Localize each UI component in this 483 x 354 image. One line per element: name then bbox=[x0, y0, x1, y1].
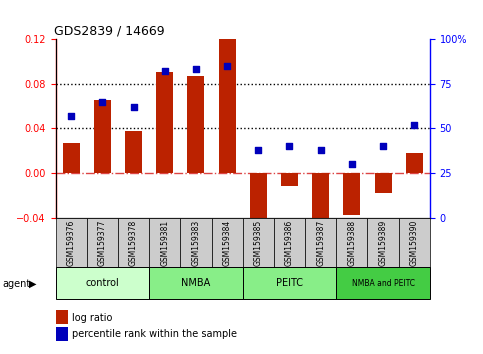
Bar bbox=[156, 73, 173, 173]
Text: agent: agent bbox=[2, 279, 30, 289]
Text: GSM159383: GSM159383 bbox=[191, 219, 200, 266]
Text: GSM159376: GSM159376 bbox=[67, 219, 76, 266]
Text: ▶: ▶ bbox=[29, 279, 37, 289]
Point bbox=[411, 122, 418, 127]
Bar bbox=[56, 218, 87, 267]
Text: GSM159386: GSM159386 bbox=[285, 219, 294, 266]
Bar bbox=[149, 218, 180, 267]
Bar bbox=[63, 143, 80, 173]
Bar bbox=[406, 153, 423, 173]
Bar bbox=[305, 218, 336, 267]
Bar bbox=[374, 173, 392, 193]
Text: percentile rank within the sample: percentile rank within the sample bbox=[72, 329, 238, 339]
Text: NMBA: NMBA bbox=[181, 278, 211, 288]
Text: PEITC: PEITC bbox=[276, 278, 303, 288]
Text: log ratio: log ratio bbox=[72, 313, 113, 322]
Text: GSM159389: GSM159389 bbox=[379, 219, 387, 266]
Bar bbox=[56, 310, 68, 324]
Bar bbox=[118, 218, 149, 267]
Point bbox=[129, 104, 137, 110]
Bar bbox=[336, 218, 368, 267]
Point bbox=[348, 161, 356, 167]
Text: GSM159378: GSM159378 bbox=[129, 219, 138, 266]
Bar bbox=[250, 173, 267, 227]
Text: GSM159381: GSM159381 bbox=[160, 219, 169, 266]
Text: NMBA and PEITC: NMBA and PEITC bbox=[352, 279, 414, 288]
Point bbox=[285, 143, 293, 149]
Bar bbox=[398, 218, 430, 267]
Point bbox=[192, 67, 200, 72]
Point bbox=[67, 113, 75, 119]
Bar bbox=[274, 218, 305, 267]
Point bbox=[379, 143, 387, 149]
Point bbox=[223, 63, 231, 69]
Bar bbox=[312, 173, 329, 223]
Text: GSM159387: GSM159387 bbox=[316, 219, 325, 266]
Bar bbox=[149, 267, 242, 299]
Text: GSM159390: GSM159390 bbox=[410, 219, 419, 266]
Text: GSM159388: GSM159388 bbox=[347, 219, 356, 266]
Point bbox=[317, 147, 325, 153]
Point bbox=[99, 99, 106, 104]
Bar bbox=[368, 218, 398, 267]
Bar bbox=[343, 173, 360, 216]
Bar bbox=[56, 327, 68, 341]
Text: GSM159377: GSM159377 bbox=[98, 219, 107, 266]
Bar bbox=[281, 173, 298, 187]
Bar bbox=[218, 38, 236, 173]
Bar bbox=[242, 267, 336, 299]
Text: GSM159384: GSM159384 bbox=[223, 219, 232, 266]
Bar bbox=[336, 267, 430, 299]
Bar bbox=[242, 218, 274, 267]
Bar bbox=[94, 101, 111, 173]
Bar bbox=[212, 218, 242, 267]
Bar bbox=[56, 267, 149, 299]
Bar bbox=[125, 131, 142, 173]
Point bbox=[255, 147, 262, 153]
Bar bbox=[87, 218, 118, 267]
Text: control: control bbox=[85, 278, 119, 288]
Text: GDS2839 / 14669: GDS2839 / 14669 bbox=[54, 25, 164, 38]
Point bbox=[161, 68, 169, 74]
Bar bbox=[180, 218, 212, 267]
Bar bbox=[187, 76, 204, 173]
Text: GSM159385: GSM159385 bbox=[254, 219, 263, 266]
